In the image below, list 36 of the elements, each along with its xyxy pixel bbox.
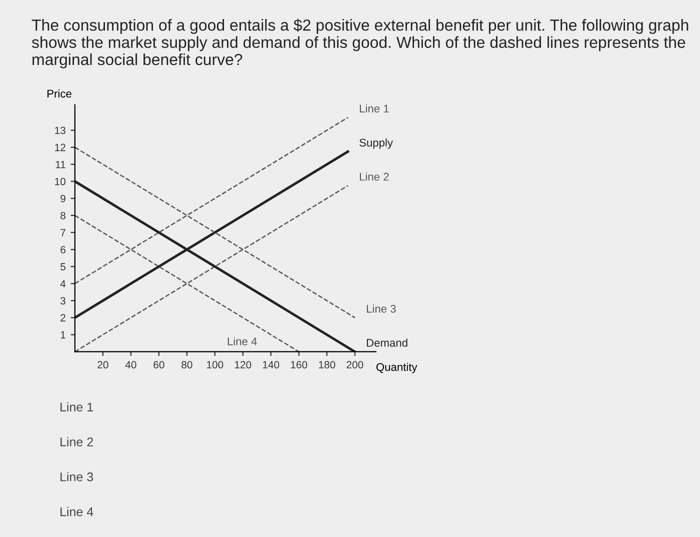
x-tick-label: 80 <box>182 361 192 368</box>
series-label: Supply <box>360 138 393 149</box>
x-tick-label: 100 <box>207 361 224 368</box>
y-axis-title: Price <box>47 89 72 98</box>
y-tick-label: 13 <box>55 126 66 134</box>
series-label: Demand <box>366 338 408 347</box>
y-tick-label: 9 <box>60 194 66 202</box>
chart-title: The consumption of a good entails a $2 positive external benefit per unit. The following graph shows the market supply and demand of this good. Which of the dashed lines represents the marginal social benefit curve? <box>32 18 688 68</box>
x-tick-label: 200 <box>346 361 364 368</box>
text: Line 3 <box>60 472 94 482</box>
text: Line 4 <box>60 507 94 516</box>
text: Line 2 <box>60 437 93 446</box>
x-tick-label: 180 <box>319 361 336 368</box>
y-tick-label: 12 <box>55 144 66 152</box>
x-tick-label: 120 <box>235 361 252 368</box>
series-label: Line 1 <box>360 104 389 113</box>
x-tick-label: 140 <box>263 361 280 368</box>
y-tick-label: 4 <box>60 280 66 288</box>
series-label: Line 3 <box>366 304 396 313</box>
y-tick-label: 11 <box>56 160 66 168</box>
x-tick-label: 40 <box>125 361 136 368</box>
y-tick-label: 10 <box>55 178 66 186</box>
x-tick-label: 20 <box>98 361 108 368</box>
x-tick-label: 160 <box>291 361 308 368</box>
y-tick-label: 5 <box>60 263 66 270</box>
y-tick-label: 6 <box>60 246 66 254</box>
x-tick-label: 60 <box>154 361 164 368</box>
y-tick-label: 2 <box>60 314 66 322</box>
series-label: Line 2 <box>360 172 389 181</box>
y-tick-label: 3 <box>60 297 66 305</box>
y-tick-label: 7 <box>60 229 66 236</box>
y-tick-label: 8 <box>60 212 66 220</box>
y-tick-label: 1 <box>60 331 66 338</box>
text: Line 1 <box>60 402 93 412</box>
series-label: Line 4 <box>228 337 257 346</box>
x-axis-title: Quantity <box>376 362 418 374</box>
